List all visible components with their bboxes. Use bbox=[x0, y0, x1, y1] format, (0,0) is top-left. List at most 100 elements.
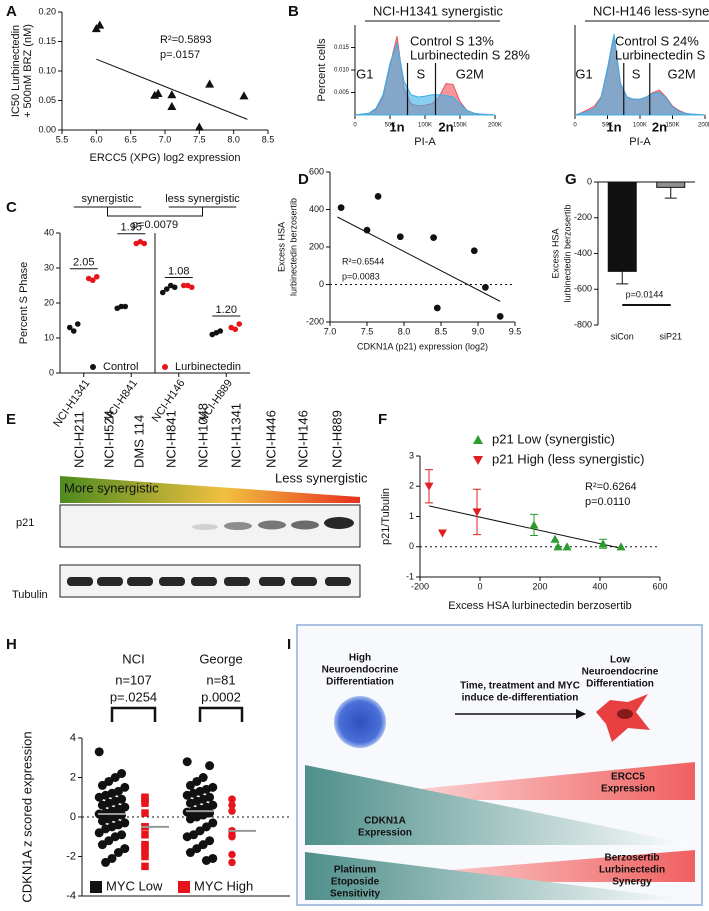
band bbox=[192, 524, 218, 530]
y-axis-label: IC50 Lurbinectedin bbox=[10, 25, 22, 117]
y-axis-label: Percent S Phase bbox=[18, 262, 30, 345]
ploidy-label: 2n bbox=[652, 119, 667, 134]
x-tick-label: 7.5 bbox=[193, 134, 206, 144]
x-tick-label: 0 bbox=[573, 123, 577, 129]
point bbox=[194, 122, 204, 131]
point bbox=[95, 20, 105, 29]
x-tick-label: 50K bbox=[602, 123, 613, 129]
y-tick-label: -600 bbox=[574, 284, 592, 294]
y-tick-label: 0.010 bbox=[334, 68, 350, 74]
diagram-text: induce de-differentiation bbox=[462, 693, 579, 704]
y-axis-label: + 500nM BRZ (nM) bbox=[22, 24, 34, 118]
point bbox=[141, 809, 149, 817]
x-tick-label: 150K bbox=[453, 123, 467, 129]
point bbox=[97, 780, 107, 790]
legend-label: MYC High bbox=[194, 878, 253, 893]
point bbox=[141, 795, 149, 803]
point bbox=[239, 91, 249, 100]
x-tick-label: 0 bbox=[477, 581, 482, 591]
x-tick-label: 200 bbox=[532, 581, 547, 591]
point bbox=[167, 90, 177, 99]
legend-marker bbox=[178, 881, 190, 893]
bar bbox=[656, 181, 686, 188]
ratio-label: 1.20 bbox=[216, 304, 237, 316]
ploidy-label: 1n bbox=[389, 119, 404, 134]
trend-line bbox=[428, 505, 622, 549]
band bbox=[324, 517, 354, 529]
synergy-gradient bbox=[60, 476, 360, 503]
annotation: R²=0.6264 bbox=[585, 481, 637, 493]
panel-label: G bbox=[565, 171, 577, 188]
x-tick-label: 400 bbox=[592, 581, 607, 591]
band bbox=[127, 577, 153, 586]
phase-label: G1 bbox=[575, 66, 592, 81]
x-tick-label: 8.5 bbox=[435, 326, 448, 336]
band bbox=[259, 577, 285, 586]
y-tick-label: 1 bbox=[409, 511, 414, 521]
point bbox=[470, 247, 478, 255]
chart-title: NCI-H146 less-synergistic bbox=[593, 3, 709, 18]
x-tick-label: 7.0 bbox=[159, 134, 172, 144]
legend-label: MYC Low bbox=[106, 878, 163, 893]
point bbox=[66, 324, 73, 331]
diagram-text: Neuroendocrine bbox=[322, 665, 399, 676]
point bbox=[438, 529, 447, 538]
ne-cell bbox=[334, 696, 386, 748]
y-tick-label: 2 bbox=[409, 481, 414, 491]
point bbox=[97, 840, 107, 850]
p-bracket bbox=[110, 706, 157, 722]
annotation: R²=0.6544 bbox=[342, 256, 384, 266]
y-axis-label: Excess HSA bbox=[276, 222, 286, 272]
lane-label: NCI-H524 bbox=[101, 410, 116, 468]
band bbox=[291, 577, 317, 586]
legend-label: p21 High (less synergistic) bbox=[492, 451, 644, 466]
y-tick-label: 200 bbox=[309, 241, 324, 251]
point bbox=[496, 313, 504, 320]
lane-label: NCI-H889 bbox=[329, 410, 344, 468]
x-tick-label: 8.0 bbox=[227, 134, 240, 144]
gradient-label: Less synergistic bbox=[275, 470, 368, 485]
x-tick-label: 5.5 bbox=[56, 134, 69, 144]
tubulin-bands bbox=[67, 577, 351, 586]
point bbox=[228, 801, 236, 809]
p-bracket bbox=[107, 207, 203, 217]
point bbox=[185, 848, 195, 858]
ratio-label: 1.95 bbox=[121, 222, 142, 234]
arrow-head bbox=[576, 709, 586, 719]
x-tick-label: 600 bbox=[652, 581, 667, 591]
x-tick-label: 50K bbox=[385, 123, 396, 129]
point bbox=[97, 816, 107, 826]
point bbox=[529, 520, 539, 529]
diagram bbox=[296, 624, 703, 906]
x-tick-label: 9.5 bbox=[509, 326, 522, 336]
y-axis-label: Excess HSA bbox=[550, 228, 560, 278]
histogram-area bbox=[574, 33, 706, 116]
group-label: George bbox=[199, 651, 242, 666]
annotation: R²=0.5893 bbox=[160, 34, 212, 46]
band bbox=[258, 520, 286, 530]
point bbox=[217, 328, 224, 334]
diagram-text: Expression bbox=[601, 784, 655, 795]
point bbox=[167, 101, 177, 110]
y-tick-label: -200 bbox=[574, 212, 592, 222]
x-tick-label: siCon bbox=[611, 331, 634, 341]
point bbox=[163, 286, 170, 292]
ploidy-label: 2n bbox=[438, 119, 453, 134]
x-tick-label: 8.5 bbox=[262, 134, 275, 144]
lane-label: NCI-H446 bbox=[263, 410, 278, 468]
diagram-text: Differentiation bbox=[326, 677, 394, 688]
point bbox=[482, 283, 489, 291]
y-tick-label: 2 bbox=[70, 771, 76, 783]
panel-label: E bbox=[6, 411, 16, 428]
point bbox=[182, 790, 192, 800]
legend-label: p21 Low (synergistic) bbox=[492, 431, 615, 446]
point bbox=[185, 814, 195, 824]
lane-label: NCI-H1048 bbox=[195, 403, 210, 468]
point bbox=[228, 850, 236, 859]
lane-label: NCI-H146 bbox=[295, 410, 310, 468]
point bbox=[94, 828, 104, 838]
row-label: p21 bbox=[16, 517, 34, 529]
x-tick-label: 100K bbox=[633, 123, 647, 129]
histogram-area bbox=[354, 41, 496, 116]
y-tick-label: 20 bbox=[44, 297, 54, 307]
